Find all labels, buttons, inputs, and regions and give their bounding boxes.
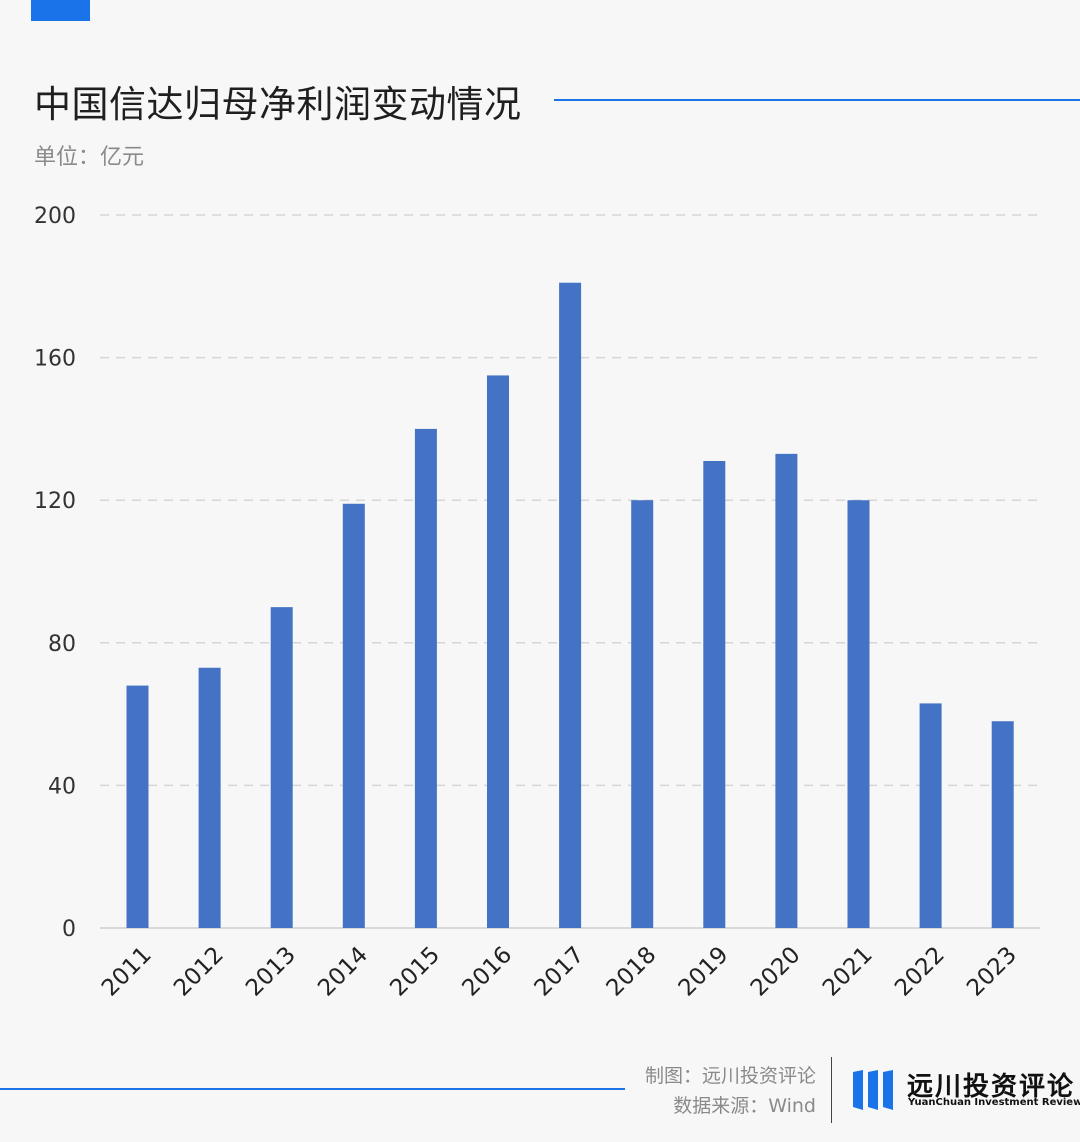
bar-2019 bbox=[703, 460, 726, 928]
bar-2016 bbox=[487, 375, 509, 928]
logo-text-en: YuanChuan Investment Review bbox=[908, 1097, 1080, 1108]
credit-divider bbox=[831, 1057, 832, 1123]
y-tick-label: 200 bbox=[34, 204, 76, 229]
bar-2013 bbox=[270, 607, 293, 928]
chart-title: 中国信达归母净利润变动情况 bbox=[34, 83, 522, 126]
bar-2011 bbox=[126, 685, 149, 928]
credit-line-source: 数据来源：Wind bbox=[673, 1095, 816, 1117]
bar-2015 bbox=[414, 428, 437, 928]
bar-2012 bbox=[198, 667, 221, 928]
y-axis-ticks: 0 40 80 120 160 200 bbox=[34, 204, 76, 942]
x-tick-label: 2011 bbox=[97, 942, 157, 1002]
unit-label: 单位：亿元 bbox=[34, 145, 145, 170]
x-tick-label: 2015 bbox=[385, 942, 445, 1002]
x-tick-label: 2018 bbox=[602, 942, 662, 1002]
y-tick-label: 80 bbox=[48, 632, 76, 657]
x-tick-label: 2014 bbox=[313, 942, 373, 1002]
bar-2018 bbox=[631, 500, 654, 928]
y-tick-label: 120 bbox=[34, 489, 76, 514]
x-tick-label: 2012 bbox=[169, 942, 229, 1002]
x-tick-label: 2013 bbox=[241, 942, 301, 1002]
bars bbox=[126, 282, 1014, 928]
bar-2023 bbox=[991, 721, 1014, 928]
credit-block: 制图：远川投资评论 数据来源：Wind bbox=[645, 1061, 816, 1121]
x-tick-label: 2020 bbox=[746, 942, 806, 1002]
y-tick-label: 40 bbox=[48, 774, 76, 799]
credit-line-chart: 制图：远川投资评论 bbox=[644, 1065, 816, 1087]
top-accent-tab bbox=[31, 0, 90, 21]
yuanchuan-logo-icon bbox=[853, 1070, 893, 1110]
x-axis-ticks: 2011 2012 2013 2014 2015 2016 2017 2018 2019 2020… bbox=[97, 942, 1022, 1002]
y-tick-label: 0 bbox=[62, 917, 76, 942]
logo-text-cn: 远川投资评论 bbox=[907, 1072, 1076, 1102]
x-tick-label: 2021 bbox=[818, 942, 878, 1002]
bar-2014 bbox=[342, 503, 365, 928]
x-tick-label: 2017 bbox=[530, 942, 590, 1002]
bar-2021 bbox=[847, 500, 870, 928]
x-tick-label: 2019 bbox=[674, 942, 734, 1002]
bar-2020 bbox=[775, 453, 798, 928]
bar-2017 bbox=[559, 282, 582, 928]
x-tick-label: 2022 bbox=[890, 942, 950, 1002]
y-tick-label: 160 bbox=[34, 347, 76, 372]
footer-rule bbox=[0, 1088, 625, 1090]
bar-2022 bbox=[919, 703, 942, 928]
title-rule bbox=[554, 99, 1080, 101]
x-tick-label: 2016 bbox=[457, 942, 517, 1002]
x-tick-label: 2023 bbox=[962, 942, 1022, 1002]
